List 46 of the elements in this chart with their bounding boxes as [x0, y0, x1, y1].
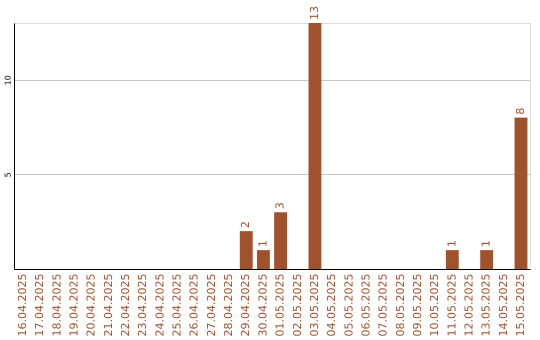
x-tick-label: 01.05.2025 — [274, 274, 287, 336]
x-tick-label: 14.05.2025 — [496, 274, 510, 336]
x-tick-label: 21.04.2025 — [102, 274, 115, 336]
x-tick-label: 05.05.2025 — [342, 274, 356, 336]
x-tick-label: 26.04.2025 — [188, 274, 201, 336]
x-tick-label: 02.05.2025 — [290, 274, 304, 336]
x-tick-label: 30.04.2025 — [256, 274, 270, 336]
x-tick-label: 25.04.2025 — [170, 274, 184, 336]
bar — [480, 250, 494, 269]
x-tick-label: 17.04.2025 — [33, 274, 46, 336]
x-tick-label: 27.04.2025 — [204, 274, 218, 336]
data-label: 2 — [239, 221, 252, 228]
x-tick-label: 18.04.2025 — [50, 274, 64, 336]
data-label: 1 — [480, 240, 493, 248]
x-tick-label: 23.04.2025 — [136, 274, 150, 336]
x-tick-label: 29.04.2025 — [239, 274, 252, 336]
data-label: 8 — [514, 108, 527, 115]
x-tick-label: 13.05.2025 — [480, 274, 493, 336]
x-tick-label: 20.04.2025 — [84, 274, 98, 336]
bar — [514, 118, 528, 269]
y-tick-label: 5 — [4, 172, 12, 178]
y-tick-label: 10 — [4, 75, 12, 86]
bar — [240, 231, 253, 269]
x-tick-label: 15.05.2025 — [514, 274, 527, 336]
bar — [256, 250, 270, 269]
x-tick-label: 10.05.2025 — [428, 274, 442, 336]
data-label: 1 — [256, 240, 270, 248]
x-tick-label: 22.04.2025 — [119, 274, 132, 336]
x-tick-label: 09.05.2025 — [410, 274, 424, 336]
x-tick-label: 03.05.2025 — [308, 274, 321, 336]
data-label: 3 — [274, 202, 287, 210]
x-tick-label: 07.05.2025 — [376, 274, 390, 336]
x-tick-label: 24.04.2025 — [153, 274, 166, 336]
x-tick-label: 16.04.2025 — [16, 274, 30, 336]
x-tick-label: 28.04.2025 — [222, 274, 236, 336]
x-tick-label: 19.04.2025 — [68, 274, 81, 336]
x-tick-label: 08.05.2025 — [394, 274, 407, 336]
data-label: 1 — [445, 240, 458, 248]
data-label: 13 — [308, 6, 321, 20]
bar — [446, 250, 459, 269]
x-tick-label: 12.05.2025 — [462, 274, 476, 336]
bar — [308, 23, 322, 269]
bar — [274, 212, 288, 269]
x-tick-label: 06.05.2025 — [359, 274, 372, 336]
x-tick-label: 11.05.2025 — [445, 274, 458, 336]
x-tick-label: 04.05.2025 — [325, 274, 338, 336]
